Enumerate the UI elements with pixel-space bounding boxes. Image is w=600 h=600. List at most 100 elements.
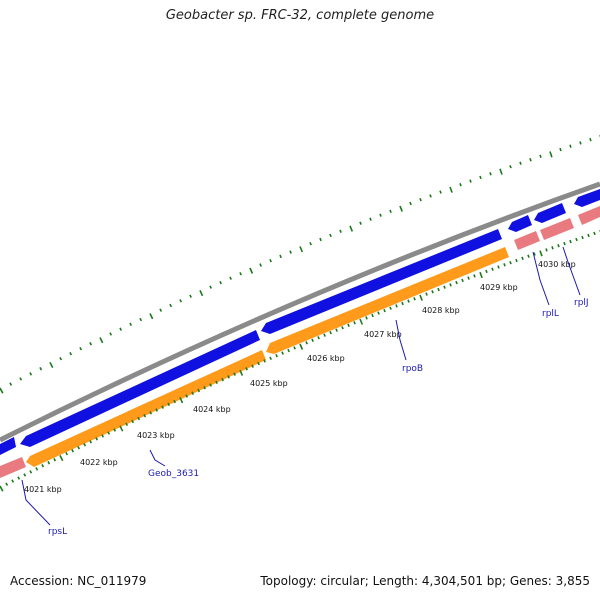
forward-gene-1[interactable] xyxy=(0,437,16,455)
outer-tick-35 xyxy=(349,225,354,232)
kbp-label-4026: 4026 kbp xyxy=(307,354,345,363)
scale-tick-30 xyxy=(179,397,184,404)
outer-tick-24 xyxy=(239,272,242,276)
outer-tick-12 xyxy=(119,327,123,331)
scale-tick-12 xyxy=(71,449,75,453)
scale-tick-57 xyxy=(341,326,344,330)
outer-tick-43 xyxy=(429,194,432,198)
outer-tick-21 xyxy=(209,285,212,289)
kbp-label-4027: 4027 kbp xyxy=(364,330,402,339)
scale-tick-35 xyxy=(209,383,212,387)
scale-tick-82 xyxy=(491,267,494,271)
genome-backbone xyxy=(0,181,600,443)
kbp-label-4022: 4022 kbp xyxy=(80,458,118,467)
scale-tick-16 xyxy=(95,437,99,441)
scale-tick-20 xyxy=(119,425,124,432)
scale-tick-43 xyxy=(257,361,260,366)
scale-tick-67 xyxy=(401,301,404,306)
scale-tick-99 xyxy=(593,231,596,236)
gene-label-Geob_3631[interactable]: Geob_3631 xyxy=(148,469,199,479)
forward-gene-3[interactable] xyxy=(261,229,502,334)
scale-tick-26 xyxy=(155,408,159,412)
forward-gene-6[interactable] xyxy=(574,189,600,207)
scale-tick-32 xyxy=(191,391,195,395)
scale-tick-3 xyxy=(17,476,21,480)
kbp-label-4025: 4025 kbp xyxy=(250,379,288,388)
forward-gene-5[interactable] xyxy=(534,203,566,223)
outer-tick-6 xyxy=(59,356,63,361)
kbp-labels: 4021 kbp 4022 kbp 4023 kbp 4024 kbp 4025… xyxy=(24,260,576,494)
gene-label-rpsL[interactable]: rpsL xyxy=(48,527,67,537)
outer-tick-29 xyxy=(289,250,292,254)
outer-tick-52 xyxy=(519,161,522,165)
leader-line-rplJ xyxy=(562,246,581,296)
outer-tick-25 xyxy=(249,267,254,274)
scale-tick-81 xyxy=(485,269,488,274)
outer-tick-13 xyxy=(129,322,133,327)
scale-tick-39 xyxy=(233,372,236,376)
scale-tick-18 xyxy=(107,431,111,435)
outer-tick-58 xyxy=(579,141,582,145)
rna-feature-4[interactable] xyxy=(578,206,600,225)
reverse-gene-1[interactable] xyxy=(26,350,266,467)
map-title: Geobacter sp. FRC-32, complete genome xyxy=(165,8,435,23)
scale-tick-74 xyxy=(443,285,446,289)
scale-tick-85 xyxy=(509,261,512,265)
scale-tick-97 xyxy=(581,235,584,240)
forward-gene-4[interactable] xyxy=(508,215,532,232)
rna-feature-2[interactable] xyxy=(514,231,540,250)
gene-label-rplJ[interactable]: rplJ xyxy=(574,298,589,308)
genome-summary: Topology: circular; Length: 4,304,501 bp… xyxy=(260,574,590,588)
scale-tick-56 xyxy=(335,328,338,332)
outer-tick-38 xyxy=(379,213,382,217)
outer-tick-59 xyxy=(589,137,592,142)
scale-tick-44 xyxy=(263,359,266,363)
scale-tick-53 xyxy=(317,336,320,340)
outer-tick-49 xyxy=(489,172,492,176)
outer-tick-34 xyxy=(339,229,342,233)
leader-line-rpoB xyxy=(395,319,407,361)
outer-tick-9 xyxy=(89,342,93,346)
kbp-scale xyxy=(0,230,600,492)
gene-label-rpoB[interactable]: rpoB xyxy=(402,364,423,374)
kbp-label-4023: 4023 kbp xyxy=(137,431,175,440)
scale-tick-24 xyxy=(143,413,147,418)
scale-tick-94 xyxy=(563,241,566,246)
scale-tick-38 xyxy=(227,375,230,379)
scale-tick-70 xyxy=(419,294,423,301)
outer-tick-3 xyxy=(29,372,33,376)
scale-tick-62 xyxy=(371,313,374,318)
reverse-gene-2[interactable] xyxy=(266,247,509,354)
scale-tick-28 xyxy=(167,402,171,407)
scale-tick-89 xyxy=(533,252,536,256)
accession-label: Accession: NC_011979 xyxy=(10,574,147,588)
outer-tick-ring xyxy=(0,135,600,394)
outer-tick-48 xyxy=(479,175,482,180)
scale-tick-86 xyxy=(515,258,518,263)
scale-tick-14 xyxy=(83,443,87,447)
scale-tick-95 xyxy=(569,239,572,244)
gene-label-rplL[interactable]: rplL xyxy=(542,309,559,319)
outer-tick-14 xyxy=(139,317,143,322)
scale-tick-60 xyxy=(359,318,364,325)
rna-feature-1[interactable] xyxy=(0,457,26,478)
scale-tick-8 xyxy=(47,461,51,465)
scale-tick-6 xyxy=(35,467,39,471)
scale-tick-63 xyxy=(377,311,380,315)
scale-tick-1 xyxy=(5,482,9,486)
kbp-label-4021: 4021 kbp xyxy=(24,485,62,494)
outer-tick-4 xyxy=(39,367,43,371)
rna-feature-3[interactable] xyxy=(540,218,574,240)
scale-tick-80 xyxy=(479,271,483,279)
scale-tick-58 xyxy=(347,323,350,327)
outer-tick-47 xyxy=(469,179,472,183)
scale-tick-4 xyxy=(23,473,27,477)
scale-tick-66 xyxy=(395,304,398,308)
outer-tick-5 xyxy=(49,361,54,369)
leader-line-rpsL xyxy=(21,479,51,526)
scale-tick-68 xyxy=(407,299,410,303)
scale-tick-10 xyxy=(59,455,64,462)
scale-tick-0 xyxy=(0,485,4,492)
forward-gene-2[interactable] xyxy=(20,330,260,447)
scale-tick-76 xyxy=(455,280,458,285)
